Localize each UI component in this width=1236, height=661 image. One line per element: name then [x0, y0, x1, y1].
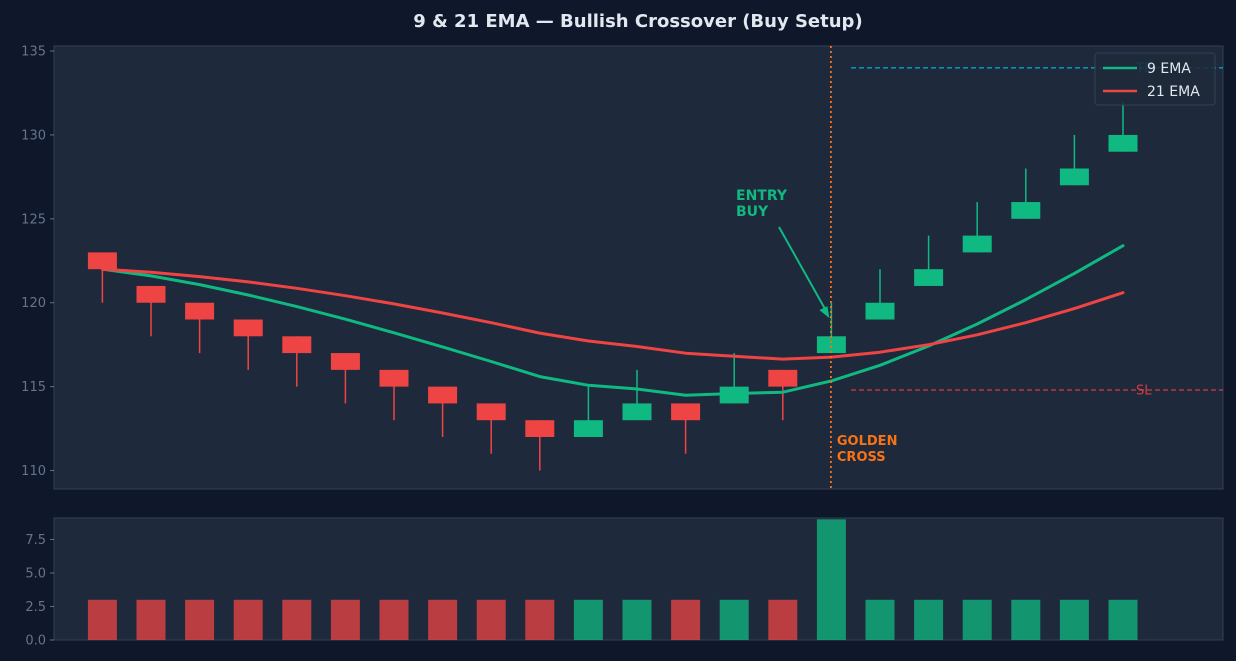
volume-bar: [914, 599, 944, 640]
candle-body: [962, 235, 992, 253]
volume-bar: [379, 599, 409, 640]
volume-bar: [622, 599, 652, 640]
volume-bar: [719, 599, 749, 640]
volume-y-tick-label: 7.5: [25, 533, 46, 548]
volume-bar: [865, 599, 895, 640]
golden-cross-label: CROSS: [837, 450, 886, 465]
ema-line-9-ema: [100, 244, 1125, 397]
price-panel: [53, 45, 1224, 490]
price-y-tick-label: 110: [21, 464, 46, 479]
candle-body: [671, 403, 701, 421]
candle-body: [185, 302, 215, 320]
level-label-sl: SL: [1136, 383, 1152, 398]
entry-buy-label: ENTRY: [736, 188, 788, 204]
volume-y-tick-label: 5.0: [25, 566, 46, 581]
price-y-tick-label: 120: [21, 296, 46, 311]
volume-bar: [1108, 599, 1138, 640]
volume-y-tick-label: 0.0: [25, 634, 46, 649]
chart-title: 9 & 21 EMA — Bullish Crossover (Buy Setu…: [413, 11, 862, 32]
legend-label-9-ema: 9 EMA: [1147, 61, 1191, 77]
ema-lines: [100, 244, 1125, 397]
price-y-tick-label: 115: [21, 380, 46, 395]
price-y-tick-label: 125: [21, 212, 46, 227]
candle-body: [428, 386, 458, 404]
volume-bar: [573, 599, 603, 640]
candle-body: [1108, 134, 1138, 152]
candle-body: [719, 386, 749, 404]
candle-body: [330, 353, 360, 370]
candle-body: [233, 319, 263, 337]
volume-bar: [1059, 599, 1089, 640]
candle-body: [622, 403, 652, 421]
volume-bar: [816, 519, 846, 640]
volume-bar: [282, 599, 312, 640]
candle-body: [914, 269, 944, 286]
volume-bar: [428, 599, 458, 640]
candle-body: [282, 336, 312, 354]
candle-body: [865, 302, 895, 320]
volume-bar: [136, 599, 166, 640]
candle-body: [476, 403, 506, 421]
legend-label-21-ema: 21 EMA: [1147, 84, 1200, 100]
candle-body: [816, 336, 846, 354]
volume-bar: [233, 599, 263, 640]
volume-bar: [330, 599, 360, 640]
volume-bar: [185, 599, 215, 640]
volume-bars: [87, 519, 1138, 640]
volume-bar: [671, 599, 701, 640]
volume-y-axis: 0.0 2.5 5.0 7.5: [25, 533, 54, 649]
price-y-axis: 110 115 120 125 130 135: [21, 45, 54, 479]
entry-buy-label: BUY: [736, 204, 769, 220]
candle-body: [136, 285, 166, 303]
volume-bar: [962, 599, 992, 640]
candle-body: [379, 369, 409, 387]
entry-arrow-shaft: [778, 226, 829, 314]
candle-body: [525, 420, 555, 437]
volume-bar: [87, 599, 117, 640]
price-y-tick-label: 135: [21, 45, 46, 60]
candle-body: [1059, 168, 1089, 186]
candle-body: [768, 369, 798, 387]
candle-body: [87, 252, 117, 270]
ema-line-21-ema: [100, 267, 1125, 361]
volume-bar: [768, 599, 798, 640]
candle-body: [1011, 202, 1041, 219]
volume-y-tick-label: 2.5: [25, 600, 46, 615]
candlesticks: [87, 101, 1138, 471]
golden-cross-label: GOLDEN: [837, 434, 898, 449]
price-y-tick-label: 130: [21, 128, 46, 143]
candle-body: [573, 420, 603, 437]
entry-arrow-head: [819, 306, 830, 319]
volume-bar: [476, 599, 506, 640]
volume-bar: [525, 599, 555, 640]
legend: 9 EMA 21 EMA: [1094, 52, 1216, 106]
volume-bar: [1011, 599, 1041, 640]
